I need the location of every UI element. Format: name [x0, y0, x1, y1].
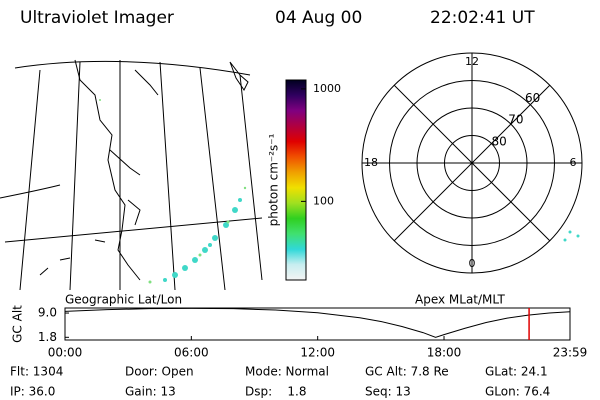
aurora-speck	[568, 230, 572, 234]
mlt-label: 0	[469, 257, 476, 270]
y-tick-label: 9.0	[38, 306, 57, 320]
altitude-plot: 9.0 1.8 00:00 06:00 12:00 18:00 23:59 GC Alt	[11, 305, 588, 360]
polar-spoke	[393, 84, 551, 242]
lat-label: 60	[525, 91, 540, 105]
status-field: Gain: 13	[125, 385, 176, 399]
x-tick-label: 18:00	[427, 346, 462, 360]
x-tick-label: 00:00	[48, 346, 83, 360]
lat-label: 80	[492, 135, 507, 149]
status-field: GLat: 24.1	[485, 365, 548, 379]
x-tick-label: 12:00	[300, 346, 335, 360]
colorbar: 100 1000 photon cm⁻²s⁻¹	[267, 79, 341, 281]
x-tick-label: 23:59	[553, 346, 588, 360]
status-field: IP: 36.0	[10, 385, 55, 399]
aurora-speck	[563, 238, 567, 242]
mlt-label: 6	[570, 156, 577, 169]
status-field: GLon: 76.4	[485, 385, 550, 399]
aurora-speck	[576, 234, 580, 238]
status-field: Door: Open	[125, 365, 194, 379]
status-field: Flt: 1304	[10, 365, 63, 379]
mlt-label: 12	[465, 55, 479, 68]
title: Ultraviolet Imager	[20, 8, 174, 28]
date: 04 Aug 00	[275, 8, 362, 28]
time: 22:02:41 UT	[430, 8, 535, 28]
map	[0, 59, 263, 291]
colorbar-tick-label: 1000	[313, 82, 341, 95]
status-field: Dsp: 1.8	[245, 385, 307, 399]
polar-label: Apex MLat/MLT	[415, 293, 505, 307]
altitude-curve	[64, 307, 571, 338]
status-field: GC Alt: 7.8 Re	[365, 365, 449, 379]
colorbar-tick-label: 100	[313, 194, 334, 207]
y-tick-label: 1.8	[38, 330, 57, 344]
colorbar-label: photon cm⁻²s⁻¹	[267, 133, 281, 226]
status-field: Mode: Normal	[245, 365, 329, 379]
mlt-label: 18	[364, 156, 378, 169]
footer: Flt: 1304 Door: Open Mode: Normal GC Alt: 7…	[10, 365, 550, 399]
y-axis-label: GC Alt	[11, 305, 25, 343]
map-label: Geographic Lat/Lon	[65, 293, 182, 307]
colorbar-gradient	[285, 79, 307, 281]
x-tick-label: 06:00	[174, 346, 209, 360]
status-field: Seq: 13	[365, 385, 411, 399]
